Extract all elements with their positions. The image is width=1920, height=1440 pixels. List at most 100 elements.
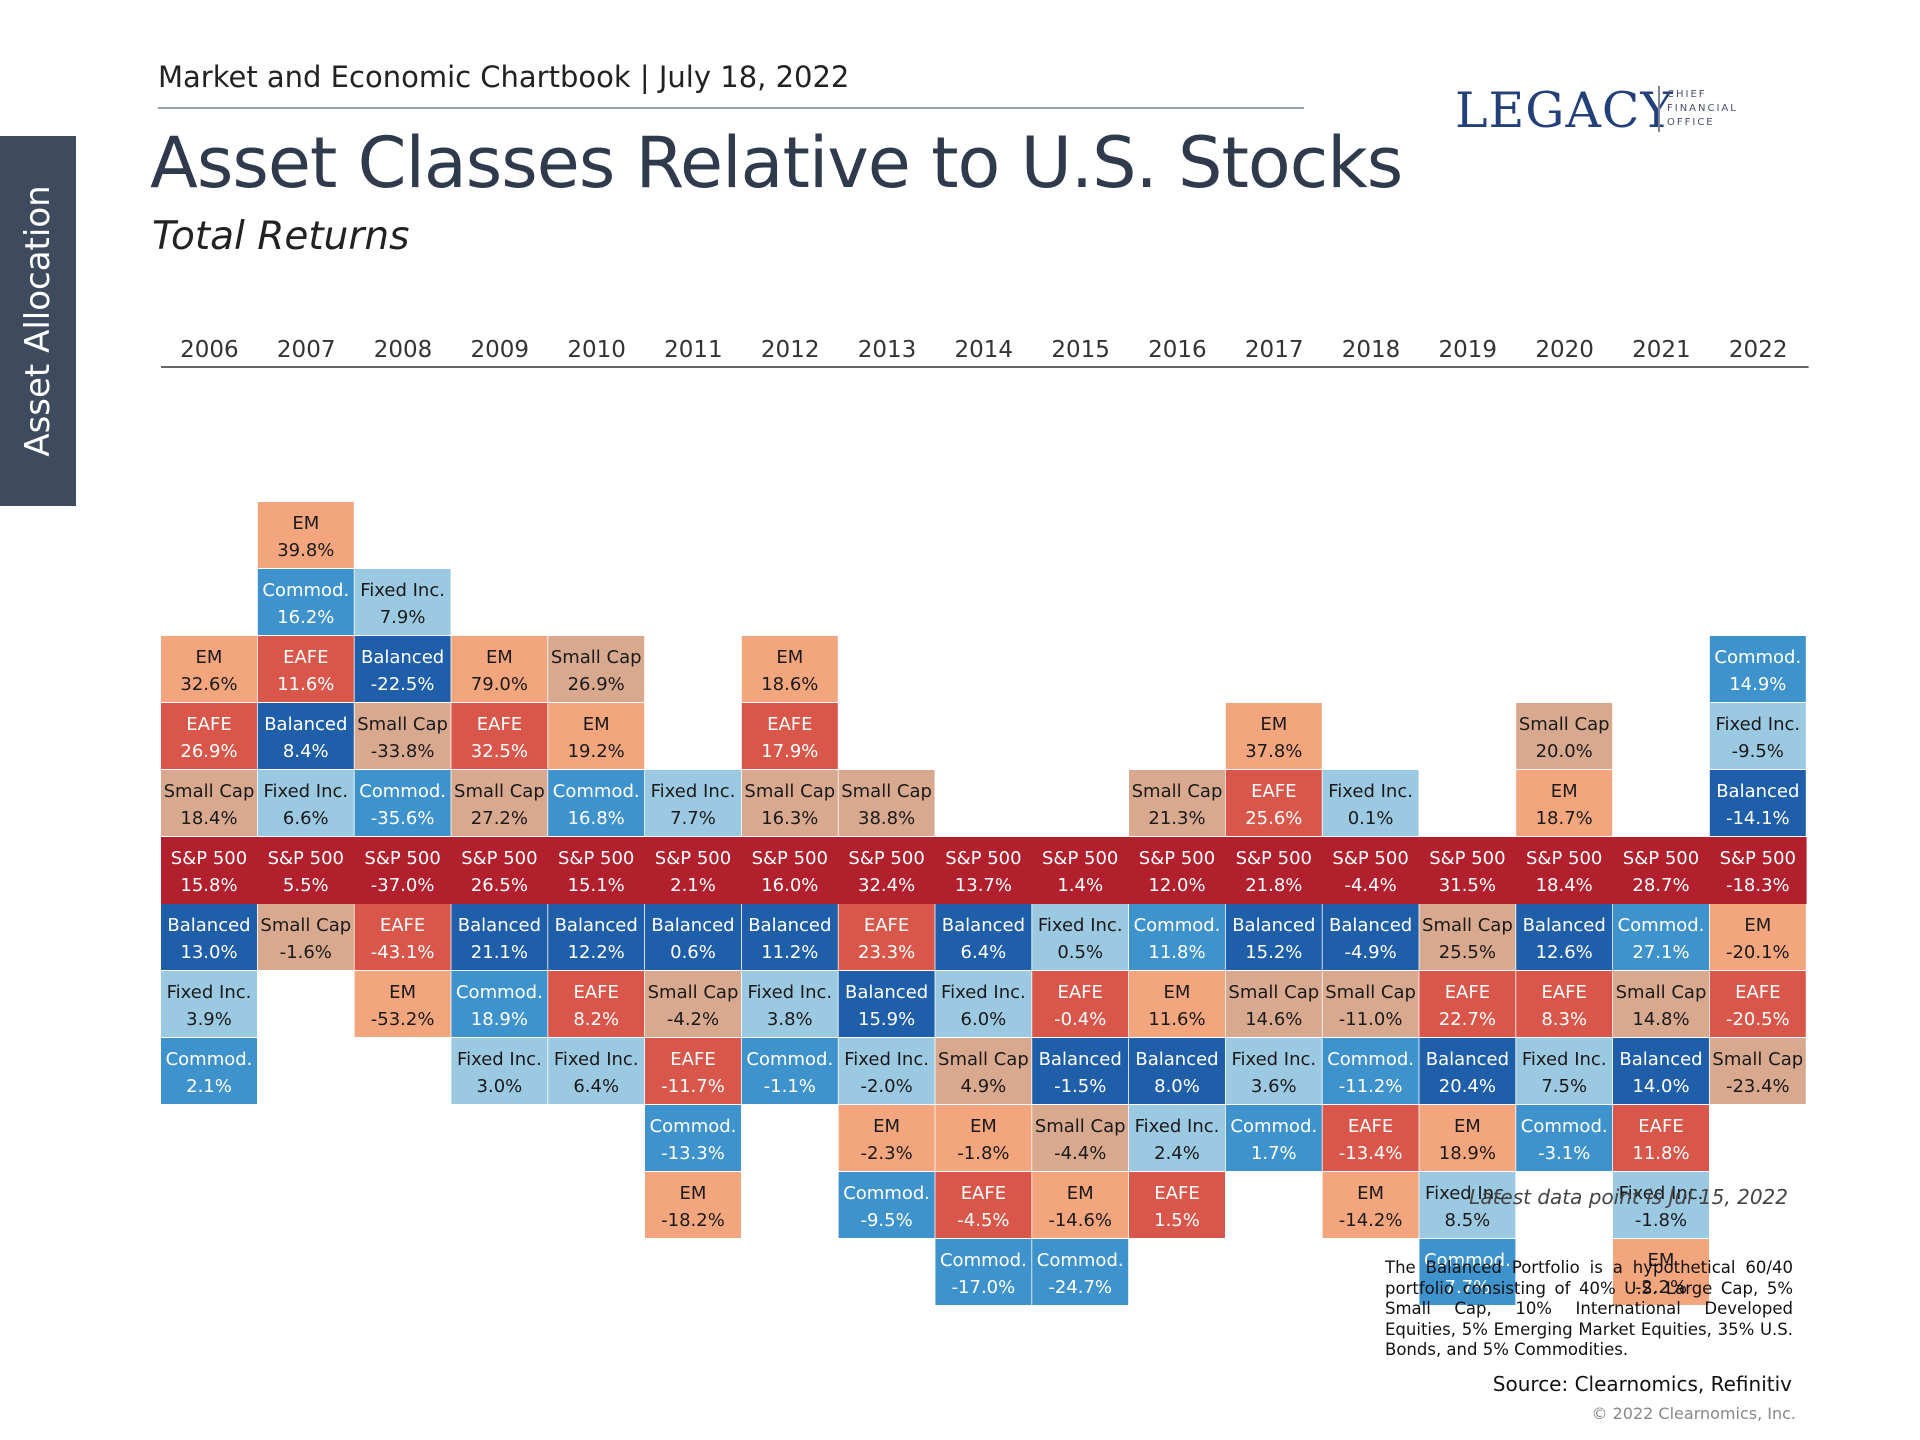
cell-asset-label: S&P 500 [1429, 848, 1505, 869]
cell-rect [257, 502, 354, 568]
cell-rect [1613, 1038, 1709, 1104]
page-title: Asset Classes Relative to U.S. Stocks [150, 122, 1403, 204]
cell-return-value: -11.2% [1339, 1076, 1403, 1097]
cell-asset-label: Fixed Inc. [1231, 1049, 1316, 1070]
cell-asset-label: Fixed Inc. [457, 1049, 542, 1070]
cell-return-value: 6.4% [961, 942, 1007, 963]
cell-return-value: -2.3% [860, 1143, 912, 1164]
cell-rect [257, 770, 354, 836]
cell-rect [354, 904, 451, 970]
cell-commod-2010: Commod. 16.8% [548, 770, 645, 836]
cell-rect [451, 971, 548, 1037]
cell-rect [838, 770, 935, 836]
cell-asset-label: EAFE [1154, 1183, 1199, 1204]
chartbook-header: Market and Economic Chartbook | July 18,… [158, 60, 850, 94]
cell-rect [645, 1038, 741, 1104]
cell-rect [1516, 703, 1613, 769]
cell-asset-label: EAFE [1735, 982, 1780, 1003]
cell-asset-label: Small Cap [648, 982, 739, 1003]
cell-asset-label: S&P 500 [1526, 848, 1602, 869]
cell-asset-label: S&P 500 [1139, 848, 1215, 869]
cell-asset-label: S&P 500 [461, 848, 537, 869]
cell-return-value: -18.3% [1726, 875, 1790, 896]
cell-return-value: -2.0% [860, 1076, 912, 1097]
cell-return-value: -14.6% [1048, 1210, 1112, 1231]
cell-rect [1419, 1239, 1516, 1305]
cell-return-value: 2.1% [186, 1076, 232, 1097]
cell-rect [354, 636, 451, 702]
cell-sp-500-2019: S&P 500 31.5% [1429, 848, 1505, 896]
cell-asset-label: Fixed Inc. [1328, 781, 1413, 802]
year-label-2012: 2012 [761, 337, 820, 363]
cell-balanced-2022: Balanced -14.1% [1709, 770, 1806, 836]
cell-rect [645, 1105, 741, 1171]
cell-return-value: 18.4% [180, 808, 237, 829]
cell-fixed-inc-2011: Fixed Inc. 7.7% [645, 770, 741, 836]
cell-em-2014: EM -1.8% [935, 1105, 1032, 1171]
cell-sp-500-2006: S&P 500 15.8% [171, 848, 247, 896]
cell-rect [1322, 1105, 1419, 1171]
cell-rect [161, 904, 257, 970]
cell-return-value: 18.7% [1536, 808, 1593, 829]
cell-rect [354, 971, 451, 1037]
cell-eafe-2018: EAFE -13.4% [1322, 1105, 1419, 1171]
cell-return-value: 21.3% [1148, 808, 1205, 829]
year-label-2010: 2010 [567, 337, 626, 363]
cell-return-value: -11.0% [1339, 1009, 1403, 1030]
cell-fixed-inc-2021: Fixed Inc. -1.8% [1613, 1172, 1709, 1238]
cell-balanced-2006: Balanced 13.0% [161, 904, 257, 970]
cell-rect [838, 1038, 935, 1104]
cell-asset-label: Small Cap [260, 915, 351, 936]
cell-return-value: 8.4% [283, 741, 329, 762]
cell-eafe-2006: EAFE 26.9% [161, 703, 257, 769]
cell-fixed-inc-2010: Fixed Inc. 6.4% [548, 1038, 645, 1104]
cell-rect [257, 703, 354, 769]
cell-return-value: 32.5% [471, 741, 528, 762]
cell-asset-label: EAFE [1057, 982, 1102, 1003]
cell-commod-2012: Commod. -1.1% [741, 1038, 838, 1104]
cell-balanced-2009: Balanced 21.1% [451, 904, 548, 970]
cell-return-value: 23.3% [858, 942, 915, 963]
cell-rect [1032, 1172, 1129, 1238]
cell-asset-label: EM [389, 982, 416, 1003]
cell-asset-label: Balanced [748, 915, 831, 936]
source-note: Source: Clearnomics, Refinitiv [1492, 1372, 1792, 1396]
cell-return-value: 37.8% [1245, 741, 1302, 762]
sp500-band [161, 837, 1807, 904]
cell-small-cap-2020: Small Cap 20.0% [1516, 703, 1613, 769]
cell-commod-2011: Commod. -13.3% [645, 1105, 741, 1171]
cell-return-value: 16.0% [761, 875, 818, 896]
cell-sp-500-2007: S&P 500 5.5% [268, 848, 344, 896]
cell-return-value: -18.2% [661, 1210, 725, 1231]
cell-commod-2020: Commod. -3.1% [1516, 1105, 1613, 1171]
cell-asset-label: Fixed Inc. [360, 580, 445, 601]
cell-asset-label: Balanced [1329, 915, 1412, 936]
cell-commod-2007: Commod. 16.2% [257, 569, 354, 635]
cell-sp-500-2018: S&P 500 -4.4% [1332, 848, 1408, 896]
cell-commod-2009: Commod. 18.9% [451, 971, 548, 1037]
cell-asset-label: Small Cap [744, 781, 835, 802]
cell-return-value: -53.2% [371, 1009, 435, 1030]
cell-rect [1419, 904, 1516, 970]
cell-fixed-inc-2019: Fixed Inc. 8.5% [1419, 1172, 1516, 1238]
cell-eafe-2011: EAFE -11.7% [645, 1038, 741, 1104]
cell-asset-label: Commod. [359, 781, 446, 802]
cell-return-value: 0.5% [1057, 942, 1103, 963]
cell-eafe-2009: EAFE 32.5% [451, 703, 548, 769]
cell-fixed-inc-2006: Fixed Inc. 3.9% [161, 971, 257, 1037]
year-label-2009: 2009 [471, 337, 530, 363]
cell-asset-label: Fixed Inc. [1522, 1049, 1607, 1070]
cell-return-value: 7.7% [670, 808, 716, 829]
year-label-2017: 2017 [1245, 337, 1304, 363]
cell-asset-label: Balanced [1135, 1049, 1218, 1070]
cell-em-2018: EM -14.2% [1322, 1172, 1419, 1238]
cell-asset-label: Fixed Inc. [651, 781, 736, 802]
cell-asset-label: EM [680, 1183, 707, 1204]
cell-balanced-2008: Balanced -22.5% [354, 636, 451, 702]
cell-em-2013: EM -2.3% [838, 1105, 935, 1171]
cell-rect [1709, 904, 1806, 970]
cell-return-value: -0.4% [1054, 1009, 1106, 1030]
cell-balanced-2019: Balanced 20.4% [1419, 1038, 1516, 1104]
cell-asset-label: Balanced [1426, 1049, 1509, 1070]
cell-return-value: -22.5% [371, 674, 435, 695]
